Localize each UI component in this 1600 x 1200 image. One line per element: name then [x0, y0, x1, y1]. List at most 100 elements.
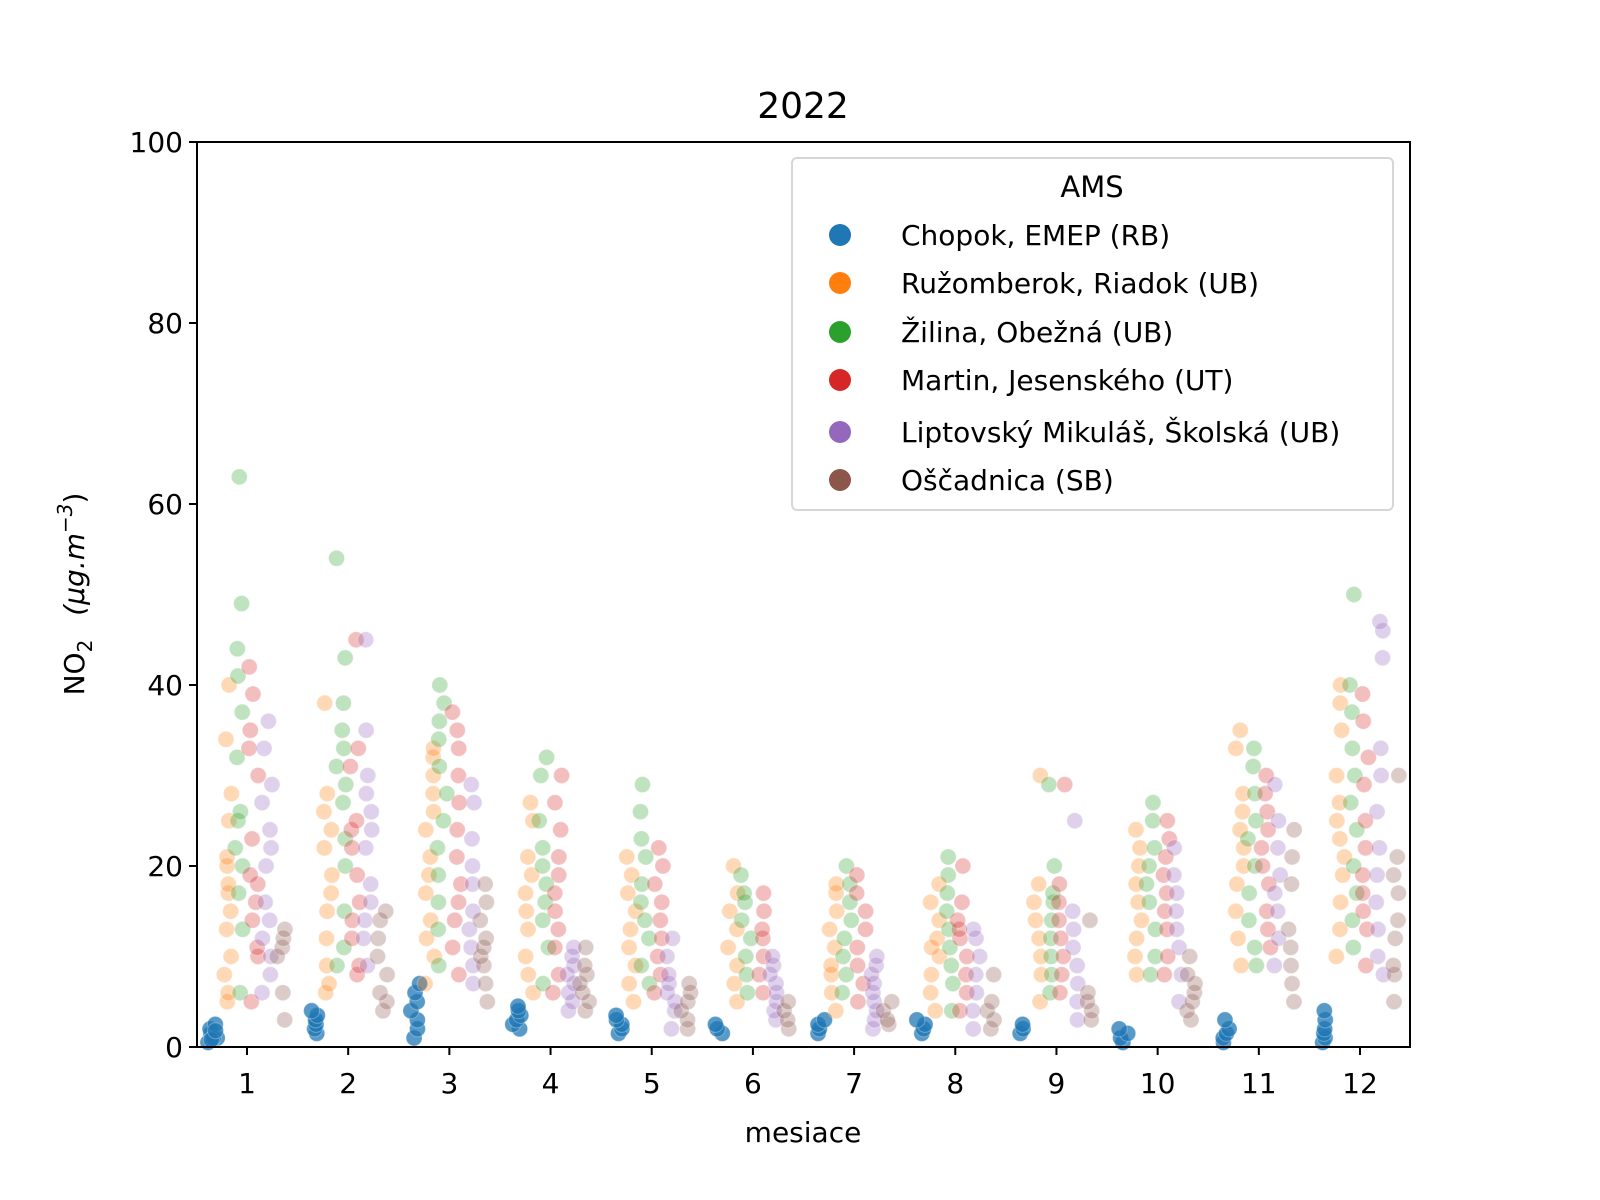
- legend-box: [791, 157, 1394, 511]
- data-point: [475, 938, 493, 956]
- data-point: [1270, 929, 1288, 947]
- data-point: [369, 929, 387, 947]
- data-point: [450, 966, 468, 984]
- data-point: [318, 785, 336, 803]
- legend-label: Chopok, EMEP (RB): [901, 219, 1170, 252]
- data-point: [218, 993, 236, 1011]
- data-point: [1240, 911, 1258, 929]
- data-point: [767, 1011, 785, 1029]
- data-point: [1330, 794, 1348, 812]
- data-point: [471, 911, 489, 929]
- data-point: [938, 884, 956, 902]
- data-point: [256, 893, 274, 911]
- data-point: [230, 884, 248, 902]
- x-tick-label: 5: [643, 1067, 661, 1100]
- data-point: [1260, 875, 1278, 893]
- data-point: [217, 730, 235, 748]
- data-point: [371, 984, 389, 1002]
- data-point: [957, 966, 975, 984]
- x-tick-label: 11: [1241, 1067, 1277, 1100]
- x-tick-label: 12: [1342, 1067, 1378, 1100]
- data-point: [654, 857, 672, 875]
- data-point: [1332, 893, 1350, 911]
- legend-item: Chopok, EMEP (RB): [829, 219, 1170, 252]
- data-point: [1131, 839, 1149, 857]
- data-point: [964, 920, 982, 938]
- data-point: [1032, 948, 1050, 965]
- data-point: [649, 948, 667, 965]
- data-point: [930, 948, 948, 965]
- data-point: [1168, 920, 1186, 938]
- data-point: [448, 721, 466, 739]
- data-point: [276, 1011, 294, 1029]
- data-point: [706, 1015, 724, 1033]
- data-point: [1369, 948, 1387, 965]
- data-point: [1345, 586, 1363, 603]
- data-point: [753, 920, 771, 938]
- data-point: [253, 984, 271, 1002]
- data-point: [1127, 821, 1145, 839]
- data-point: [255, 739, 273, 757]
- data-point: [1357, 957, 1375, 975]
- data-point: [1056, 776, 1074, 794]
- data-point: [1066, 812, 1084, 830]
- data-point: [1032, 966, 1050, 984]
- data-point: [1025, 893, 1043, 911]
- data-point: [576, 1002, 594, 1020]
- data-point: [1027, 911, 1045, 929]
- data-point: [1247, 957, 1265, 975]
- data-point: [226, 839, 244, 857]
- data-point: [737, 966, 755, 984]
- data-point: [646, 875, 664, 893]
- data-point: [658, 948, 676, 965]
- data-point: [1384, 957, 1402, 975]
- data-point: [1167, 902, 1185, 920]
- data-point: [357, 839, 375, 857]
- data-point: [1183, 993, 1201, 1011]
- data-point: [1246, 785, 1264, 803]
- y-tick-label: 80: [147, 307, 183, 340]
- data-point: [764, 948, 782, 965]
- data-point: [1229, 929, 1247, 947]
- data-point: [358, 957, 376, 975]
- data-point: [821, 920, 839, 938]
- data-point: [1155, 966, 1173, 984]
- data-point: [1042, 948, 1060, 965]
- data-point: [377, 902, 395, 920]
- data-point: [833, 984, 851, 1002]
- data-point: [728, 993, 746, 1011]
- data-point: [848, 938, 866, 956]
- data-point: [452, 875, 470, 893]
- legend-marker: [829, 421, 851, 443]
- data-point: [765, 957, 783, 975]
- data-point: [560, 984, 578, 1002]
- data-point: [464, 902, 482, 920]
- data-point: [247, 893, 265, 911]
- data-point: [1144, 794, 1162, 812]
- data-point: [1368, 866, 1386, 884]
- data-point: [1374, 966, 1392, 984]
- data-point: [1256, 785, 1274, 803]
- legend-label: Liptovský Mikuláš, Školská (UB): [901, 415, 1340, 449]
- data-point: [565, 975, 583, 993]
- data-point: [841, 893, 859, 911]
- data-point: [827, 875, 845, 893]
- data-point: [477, 929, 495, 947]
- data-point: [1359, 748, 1377, 766]
- data-point: [320, 975, 338, 993]
- data-point: [430, 957, 448, 975]
- data-point: [450, 739, 468, 757]
- data-point: [357, 631, 375, 649]
- data-point: [827, 1002, 845, 1020]
- data-point: [958, 984, 976, 1002]
- data-point: [463, 857, 481, 875]
- data-point: [550, 848, 568, 866]
- data-point: [1245, 739, 1263, 757]
- data-point: [1064, 938, 1082, 956]
- data-point: [826, 938, 844, 956]
- data-point: [430, 730, 448, 748]
- data-point: [1355, 776, 1373, 794]
- data-point: [1389, 911, 1407, 929]
- data-point: [1348, 821, 1366, 839]
- data-point: [243, 830, 261, 848]
